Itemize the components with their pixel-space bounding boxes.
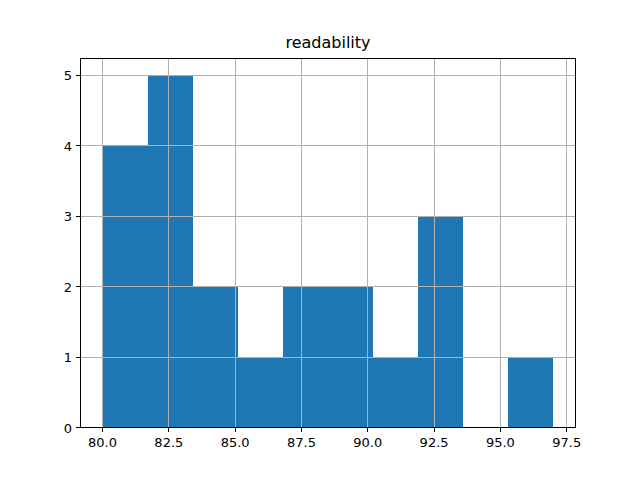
y-tick-label: 1 xyxy=(64,350,72,365)
y-gridline xyxy=(80,145,576,146)
x-tick-mark xyxy=(301,428,302,432)
y-tick-mark xyxy=(76,75,80,76)
x-tick-label: 90.0 xyxy=(353,435,382,450)
histogram-bar xyxy=(148,75,193,427)
chart-title: readability xyxy=(80,33,576,52)
x-gridline xyxy=(566,58,567,428)
histogram-bar xyxy=(418,216,463,427)
y-gridline xyxy=(80,75,576,76)
y-tick-mark xyxy=(76,427,80,428)
y-tick-mark xyxy=(76,357,80,358)
x-tick-label: 95.0 xyxy=(486,435,515,450)
y-gridline xyxy=(80,357,576,358)
histogram-bar xyxy=(238,357,283,427)
x-tick-label: 80.0 xyxy=(88,435,117,450)
x-gridline xyxy=(434,58,435,428)
y-tick-label: 4 xyxy=(64,138,72,153)
x-tick-label: 87.5 xyxy=(287,435,316,450)
x-gridline xyxy=(168,58,169,428)
y-tick-label: 2 xyxy=(64,279,72,294)
x-tick-mark xyxy=(168,428,169,432)
x-tick-mark xyxy=(566,428,567,432)
y-tick-label: 0 xyxy=(64,420,72,435)
y-tick-label: 5 xyxy=(64,68,72,83)
histogram-bar xyxy=(508,357,553,427)
y-tick-label: 3 xyxy=(64,209,72,224)
x-tick-mark xyxy=(235,428,236,432)
plot-area: 80.082.585.087.590.092.595.097.5012345 xyxy=(80,58,576,428)
y-tick-mark xyxy=(76,216,80,217)
x-gridline xyxy=(235,58,236,428)
x-tick-label: 92.5 xyxy=(420,435,449,450)
x-gridline xyxy=(367,58,368,428)
y-tick-mark xyxy=(76,145,80,146)
histogram-bar xyxy=(373,357,418,427)
x-tick-mark xyxy=(434,428,435,432)
x-gridline xyxy=(102,58,103,428)
x-tick-label: 97.5 xyxy=(552,435,581,450)
y-gridline xyxy=(80,216,576,217)
x-gridline xyxy=(500,58,501,428)
x-tick-label: 85.0 xyxy=(221,435,250,450)
x-tick-mark xyxy=(102,428,103,432)
x-tick-mark xyxy=(367,428,368,432)
x-tick-mark xyxy=(500,428,501,432)
x-gridline xyxy=(301,58,302,428)
figure: readability 80.082.585.087.590.092.595.0… xyxy=(0,0,640,480)
y-tick-mark xyxy=(76,286,80,287)
y-gridline xyxy=(80,286,576,287)
x-tick-label: 82.5 xyxy=(154,435,183,450)
